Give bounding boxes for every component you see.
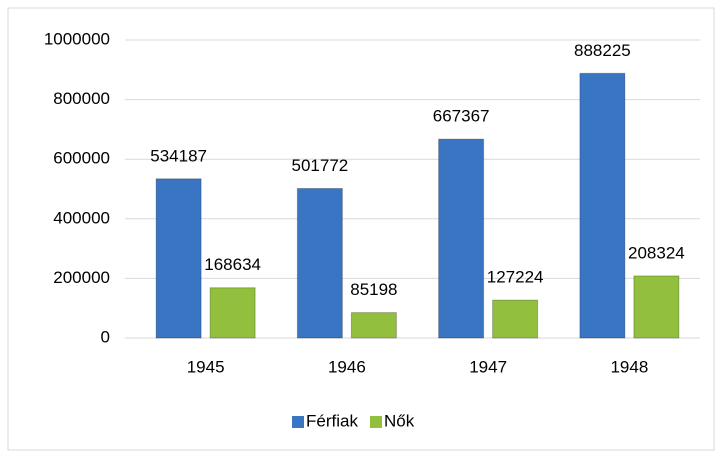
- data-label: 888225: [574, 41, 631, 60]
- data-label: 534187: [150, 146, 207, 165]
- legend-label: Férfiak: [306, 411, 358, 430]
- data-label: 127224: [487, 268, 544, 287]
- bar: [155, 178, 202, 339]
- bar: [209, 287, 256, 339]
- y-tick-label: 1000000: [44, 29, 110, 48]
- data-label: 208324: [628, 243, 685, 262]
- bar: [633, 275, 680, 339]
- x-tick-label: 1946: [328, 357, 366, 376]
- x-tick-label: 1948: [610, 357, 648, 376]
- bar: [350, 312, 397, 339]
- data-label: 667367: [433, 107, 490, 126]
- y-tick-label: 0: [101, 327, 110, 346]
- data-label: 85198: [350, 280, 397, 299]
- x-tick-label: 1945: [187, 357, 225, 376]
- bar: [492, 299, 539, 339]
- bar: [438, 138, 485, 339]
- legend-swatch: [369, 416, 382, 428]
- legend-label: Nők: [384, 411, 415, 430]
- data-label: 501772: [292, 156, 349, 175]
- y-tick-label: 200000: [53, 268, 110, 287]
- bar: [579, 72, 626, 339]
- x-tick-label: 1947: [469, 357, 507, 376]
- y-tick-label: 400000: [53, 208, 110, 227]
- bar: [296, 187, 343, 339]
- legend-swatch: [292, 416, 304, 428]
- y-tick-label: 800000: [53, 89, 110, 108]
- y-tick-label: 600000: [53, 149, 110, 168]
- data-label: 168634: [204, 255, 261, 274]
